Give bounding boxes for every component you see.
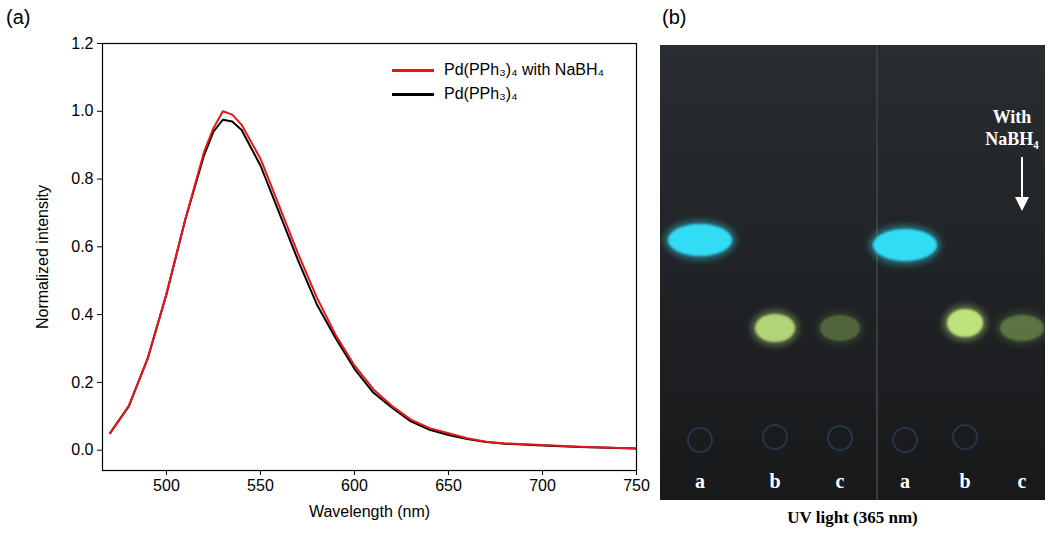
html-text:(a): (a) — [6, 6, 31, 28]
svg-text:0.8: 0.8 — [71, 170, 93, 187]
svg-text:WithNaBH₄: WithNaBH₄ — [985, 107, 1039, 149]
svg-text:c: c — [1018, 470, 1027, 492]
svg-text:1.2: 1.2 — [71, 35, 93, 52]
svg-text:0.4: 0.4 — [71, 306, 93, 323]
html-text:Pd(PPh₃)₄: Pd(PPh₃)₄ — [444, 85, 518, 102]
svg-text:0.2: 0.2 — [71, 374, 93, 391]
svg-text:a: a — [900, 470, 910, 492]
html-text:(b): (b) — [662, 6, 687, 28]
svg-text:c: c — [836, 470, 845, 492]
svg-text:Wavelength (nm): Wavelength (nm) — [309, 503, 430, 520]
svg-text:a: a — [695, 470, 705, 492]
svg-text:650: 650 — [435, 477, 462, 494]
svg-text:750: 750 — [623, 477, 650, 494]
svg-text:500: 500 — [153, 477, 180, 494]
svg-text:b: b — [959, 470, 970, 492]
svg-text:0.6: 0.6 — [71, 238, 93, 255]
svg-text:Normalized intensity: Normalized intensity — [34, 185, 51, 329]
html-text:Pd(PPh₃)₄ with NaBH₄: Pd(PPh₃)₄ with NaBH₄ — [444, 61, 605, 78]
svg-text:b: b — [769, 470, 780, 492]
svg-text:700: 700 — [529, 477, 556, 494]
html-text:UV light (365 nm): UV light (365 nm) — [787, 508, 918, 527]
svg-text:600: 600 — [341, 477, 368, 494]
svg-text:550: 550 — [247, 477, 274, 494]
svg-text:0.0: 0.0 — [71, 441, 93, 458]
svg-text:1.0: 1.0 — [71, 102, 93, 119]
